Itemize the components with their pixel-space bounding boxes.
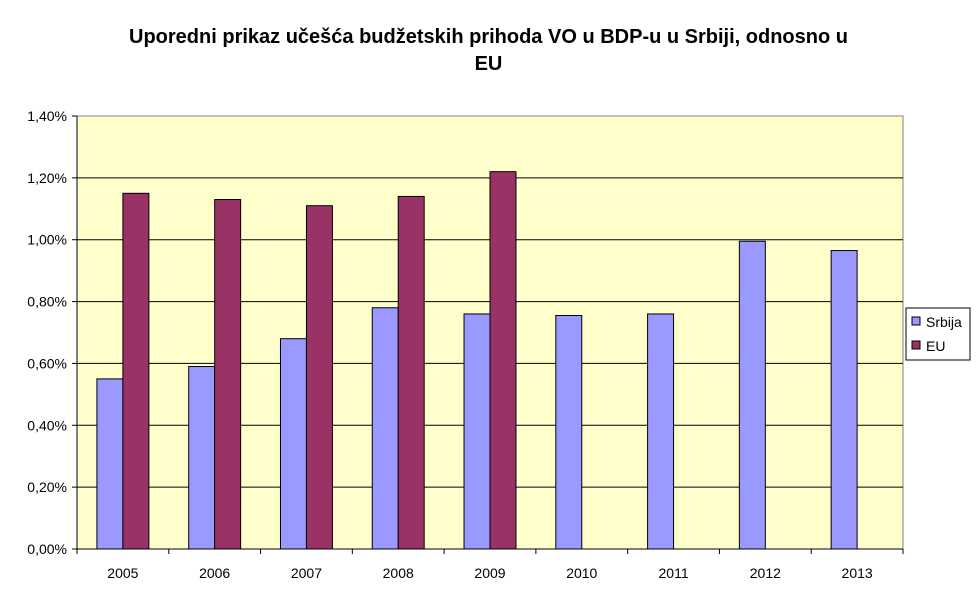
chart-title-line-2: EU [474, 53, 503, 75]
bar-srbija-2006 [188, 366, 216, 550]
x-tick-label: 2006 [199, 565, 230, 581]
legend: Srbija EU [905, 307, 971, 361]
legend-swatch-eu [911, 340, 921, 350]
y-tick-label: 0,00% [27, 541, 67, 557]
legend-label-srbija: Srbija [926, 314, 962, 330]
y-tick-label: 0,60% [27, 355, 67, 371]
bar-eu-2007 [305, 205, 333, 550]
legend-swatch-srbija [911, 316, 921, 326]
y-tick-label: 0,40% [27, 417, 67, 433]
legend-label-eu: EU [926, 338, 945, 354]
x-tick-label: 2011 [659, 565, 689, 581]
bar-srbija-2013 [830, 250, 858, 550]
y-axis-ticks: 0,00% 0,20% 0,40% 0,60% 0,80% 1,00% 1,20% 1,40% [27, 108, 77, 557]
bar-eu-2008 [397, 195, 425, 550]
x-tick-label: 2012 [750, 565, 781, 581]
x-tick-label: 2005 [107, 565, 138, 581]
x-tick-label: 2008 [383, 565, 414, 581]
bar-eu-2006 [214, 199, 242, 550]
bar-srbija-2008 [371, 307, 399, 550]
bar-eu-2005 [122, 192, 150, 550]
bar-srbija-2010 [555, 314, 583, 550]
y-tick-label: 0,80% [27, 294, 67, 310]
axes [76, 116, 903, 550]
x-tick-label: 2013 [842, 565, 873, 581]
x-axis-ticks: 2005 2006 2007 2008 2009 2010 2011 2012 2013 [76, 549, 904, 581]
bar-srbija-2007 [279, 338, 307, 550]
bar-eu-2009 [489, 171, 517, 550]
y-tick-label: 1,20% [27, 170, 67, 186]
bar-srbija-2011 [647, 313, 675, 550]
x-tick-label: 2009 [474, 565, 505, 581]
bar-srbija-2012 [738, 240, 766, 550]
y-tick-label: 1,00% [27, 232, 67, 248]
y-tick-label: 1,40% [27, 108, 67, 124]
bars [96, 171, 858, 550]
chart-title: Uporedni prikaz učešća budžetskih prihod… [0, 24, 977, 78]
bar-srbija-2005 [96, 378, 124, 550]
chart-title-line-1: Uporedni prikaz učešća budžetskih prihod… [129, 26, 848, 48]
x-tick-label: 2007 [291, 565, 322, 581]
y-tick-label: 0,20% [27, 479, 67, 495]
x-tick-label: 2010 [566, 565, 597, 581]
bar-srbija-2009 [463, 313, 491, 550]
